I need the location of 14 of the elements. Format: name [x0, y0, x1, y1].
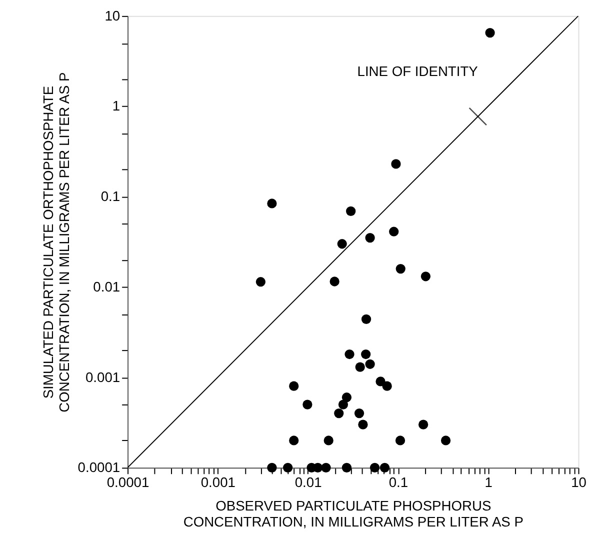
x-tick-label: 0.01 — [294, 474, 322, 490]
y-tick-label: 0.001 — [85, 368, 120, 385]
x-tick-label: 10 — [571, 474, 587, 490]
x-tick-label: 0.1 — [388, 474, 408, 490]
y-tick-label: 0.0001 — [78, 459, 120, 476]
y-tick-label: 0.01 — [93, 278, 120, 294]
y-axis-title: SIMULATED PARTICULATE ORTHOPHOSPHATE CONCENTRATION, IN MILLIGRAMS PER LITER AS P — [40, 72, 72, 412]
annotation: LINE OF IDENTITY — [357, 63, 478, 80]
y-tick-label: 1 — [112, 98, 120, 114]
x-axis-title: OBSERVED PARTICULATE PHOSPHORUS CONCENTRATION, IN MILLIGRAMS PER LITER AS P — [183, 498, 524, 530]
y-tick-label: 0.1 — [100, 188, 120, 204]
y-tick-label: 10 — [104, 7, 120, 24]
x-tick-label: 0.001 — [200, 474, 236, 490]
x-tick-label: 1 — [484, 474, 493, 490]
